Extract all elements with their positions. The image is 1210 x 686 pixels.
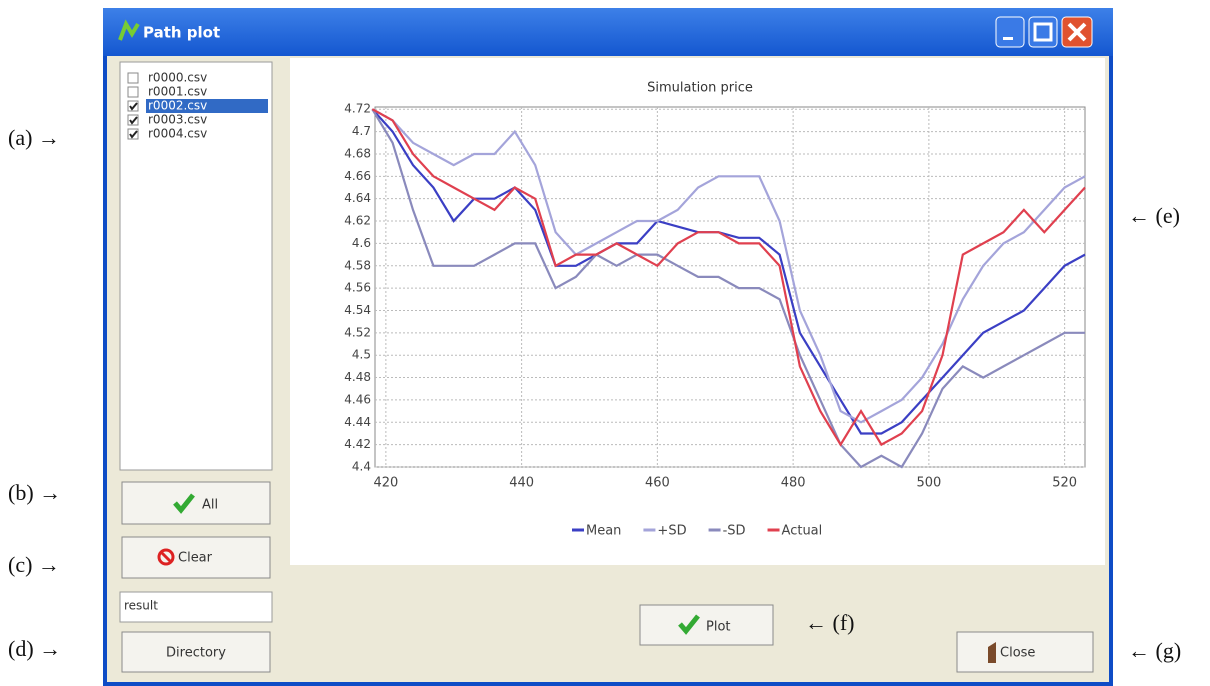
check-icon (173, 493, 195, 514)
file-name: r0002.csv (148, 99, 207, 113)
legend-label: +SD (657, 524, 686, 539)
y-tick-label: 4.5 (352, 348, 371, 362)
y-tick-label: 4.62 (344, 214, 371, 228)
directory-field[interactable] (119, 591, 273, 623)
y-tick-label: 4.58 (344, 258, 371, 272)
x-tick-label: 480 (781, 476, 806, 491)
x-tick-label: 520 (1052, 476, 1077, 491)
series-line (371, 108, 1086, 435)
x-tick-label: 440 (509, 476, 534, 491)
check-icon (678, 614, 700, 635)
checkmark (129, 130, 138, 139)
legend-label: Actual (782, 524, 823, 539)
title-bar (103, 8, 1113, 56)
close-window-icon (1067, 22, 1087, 42)
series-line (371, 108, 1085, 469)
app-icon (118, 19, 140, 41)
y-tick-label: 4.52 (344, 325, 371, 339)
annotation: (b) → (8, 480, 61, 505)
y-tick-label: 4.68 (344, 146, 371, 160)
maximize-button[interactable] (1028, 16, 1058, 48)
legend-label: -SD (723, 524, 746, 539)
y-tick-label: 4.44 (344, 415, 371, 429)
checkmark (129, 102, 138, 111)
clear-button[interactable] (121, 536, 271, 579)
directory-field-text: result (124, 599, 158, 613)
y-tick-label: 4.7 (352, 124, 371, 138)
maximize-icon (1033, 22, 1053, 42)
checkbox[interactable] (127, 114, 139, 126)
checkbox[interactable] (127, 100, 139, 112)
y-tick-label: 4.66 (344, 169, 371, 183)
minimize-icon (1003, 37, 1013, 40)
plot-area (374, 106, 1086, 468)
clear-icon-bar (159, 550, 173, 564)
annotation: ← (f) (805, 610, 854, 635)
window-title: Path plot (143, 24, 220, 42)
plot-button-label: Plot (706, 620, 731, 635)
annotation: (c) → (8, 552, 60, 577)
annotation: ← (g) (1128, 638, 1181, 663)
file-name: r0003.csv (148, 113, 207, 127)
series-line (371, 108, 1086, 424)
directory-button[interactable] (121, 631, 271, 673)
minimize-button[interactable] (995, 16, 1025, 48)
y-tick-label: 4.54 (344, 303, 371, 317)
y-tick-label: 4.42 (344, 437, 371, 451)
all-button-label: All (202, 498, 218, 513)
chart-title: Simulation price (647, 81, 753, 96)
y-tick-label: 4.72 (344, 102, 371, 116)
checkbox[interactable] (127, 86, 139, 98)
file-name: r0004.csv (148, 127, 207, 141)
y-tick-label: 4.6 (352, 236, 371, 250)
series-line (371, 108, 1086, 447)
y-tick-label: 4.48 (344, 370, 371, 384)
annotation: ← (e) (1128, 203, 1180, 228)
clear-button-label: Clear (178, 551, 213, 566)
annotation: (d) → (8, 636, 61, 661)
directory-button-label: Directory (166, 646, 226, 661)
clear-icon (157, 548, 175, 566)
close-button[interactable] (956, 631, 1094, 673)
file-name: r0001.csv (148, 85, 207, 99)
x-tick-label: 460 (645, 476, 670, 491)
checkbox[interactable] (127, 72, 139, 84)
y-tick-label: 4.46 (344, 392, 371, 406)
close-button-label: Close (1000, 646, 1035, 661)
legend-label: Mean (586, 524, 621, 539)
x-tick-label: 420 (373, 476, 398, 491)
annotation: (a) → (8, 125, 60, 150)
selected-row (146, 99, 268, 113)
y-tick-label: 4.4 (352, 460, 371, 474)
y-tick-label: 4.56 (344, 281, 371, 295)
all-button[interactable] (121, 481, 271, 525)
x-tick-label: 500 (916, 476, 941, 491)
y-tick-label: 4.64 (344, 191, 371, 205)
close-icon (988, 642, 996, 663)
plot-button[interactable] (639, 604, 774, 646)
file-name: r0000.csv (148, 71, 207, 85)
file-list (119, 61, 273, 471)
checkbox[interactable] (127, 128, 139, 140)
checkmark (129, 116, 138, 125)
